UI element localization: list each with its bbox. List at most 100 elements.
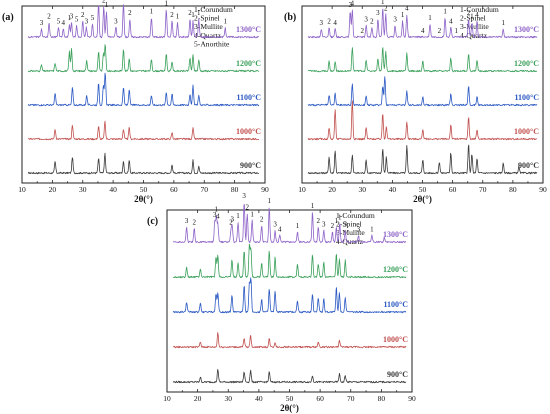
peak-label: 2 [245,204,249,212]
x-tick-label: 70 [201,185,209,194]
panel-label: (b) [284,12,296,23]
temperature-label: 1200°C [514,59,539,68]
peak-label: 1 [470,12,474,20]
peak-label: 2 [128,9,132,17]
legend-entry: 1-Corundum [194,5,233,14]
peak-label: 1 [97,0,101,1]
x-tick-label: 50 [419,185,427,194]
xrd-trace-1100C [307,76,538,107]
peak-label: 1 [197,9,201,17]
x-tick-label: 30 [225,394,233,403]
peak-label: 1 [335,217,339,225]
x-tick-label: 10 [18,185,26,194]
peak-label: 1 [215,205,219,213]
x-tick-label: 50 [140,185,148,194]
peak-label: 5 [57,17,61,25]
peak-label: 4 [216,213,220,221]
peak-label: 1 [296,222,300,230]
peak-label: 3 [348,1,352,9]
panel-label: (a) [2,12,14,23]
peak-label: 2 [81,11,85,19]
peak-label: 5 [75,16,79,24]
peak-label: 4 [421,27,425,35]
peak-label: 2 [47,12,51,20]
x-tick-label: 30 [359,185,367,194]
peak-label: 2 [229,218,233,226]
temperature-label: 1300°C [236,25,261,34]
legend-entry: 2-Spinel [460,14,486,23]
x-tick-label: 10 [163,394,171,403]
peak-label: 2 [438,27,442,35]
peak-label: 2 [317,217,321,225]
xrd-trace-1100C [172,277,407,314]
panel-b: 10 20 30 40 50 60 70 80 90 2θ(°) (b) 1-Corundum2-Sp… [284,0,547,204]
peak-label: 1 [150,8,154,16]
peak-label: 2 [327,17,331,25]
peak-label: 1 [401,11,405,19]
peak-label: 3 [376,9,380,17]
peak-label: 1 [122,0,126,1]
peak-label: 2 [361,27,365,35]
plot-frame [166,209,413,393]
x-tick-label: 40 [109,185,117,194]
temperature-label: 1200°C [236,59,261,68]
peak-label: 1 [428,14,432,22]
peak-label: 4 [449,17,453,25]
x-axis-label: 2θ(°) [134,194,153,204]
peak-label: 3 [70,12,74,20]
legend-entry: 4-Quartz [336,237,364,246]
temperature-label: 1000°C [514,127,539,136]
legend-entry: 2-Spinel [194,14,220,23]
x-tick-label: 80 [231,185,239,194]
temperature-label: 1100°C [236,93,261,102]
peak-label: 1 [250,210,254,218]
panel-a: 10 20 30 40 50 60 70 80 90 2θ(°) (a) 1-Corundum2-Sp… [2,0,269,204]
xrd-trace-1000C [307,100,538,141]
legend-entry: 3-Mullite [336,228,365,237]
plot-frame [21,5,266,184]
peak-label: 3 [357,225,361,233]
peak-label: 1 [236,212,240,220]
temperature-label: 900°C [518,161,539,170]
peak-label: 3 [242,192,246,200]
temperature-label: 900°C [387,370,408,379]
x-tick-label: 50 [286,394,294,403]
peak-label: 4 [62,19,66,27]
peak-label: 3 [273,220,277,228]
x-tick-label: 80 [378,394,386,403]
peak-label: 2 [102,0,106,4]
xrd-trace-900C [28,152,259,175]
peak-label: 2 [188,9,192,17]
x-axis-label: 2θ(°) [280,403,299,413]
xrd-trace-900C [307,144,538,175]
peak-label: 1 [176,12,180,20]
legend-entry: 5-Anorthite [194,39,230,48]
peak-label: 1 [443,8,447,16]
peak-label: 1 [311,202,315,210]
peak-label: 1 [223,17,227,25]
x-tick-label: 90 [539,185,547,194]
x-tick-label: 40 [255,394,263,403]
temperature-label: 1300°C [514,25,539,34]
temperature-label: 1100°C [383,300,408,309]
x-tick-label: 70 [347,394,355,403]
xrd-trace-1000C [28,120,260,141]
peak-label: 1 [68,14,72,22]
peak-label: 5 [91,14,95,22]
xrd-trace-1300C [172,204,407,244]
peak-label: 4 [278,225,282,233]
x-tick-label: 60 [449,185,457,194]
peak-label: 3 [230,216,234,224]
temperature-label: 1300°C [383,230,408,239]
peak-label: 1 [268,197,272,205]
x-tick-label: 90 [408,394,416,403]
panel-label: (c) [147,216,158,227]
temperature-label: 900°C [240,161,261,170]
peak-label: 2 [384,4,388,12]
panel-c: 10 20 30 40 50 60 70 80 90 2θ(°) (c) 1-Corundum2-Sp… [147,192,416,413]
peak-label: 3 [364,16,368,24]
x-tick-label: 60 [316,394,324,403]
legend-entry: 3-Mullite [460,22,489,31]
temperature-label: 1200°C [383,265,408,274]
